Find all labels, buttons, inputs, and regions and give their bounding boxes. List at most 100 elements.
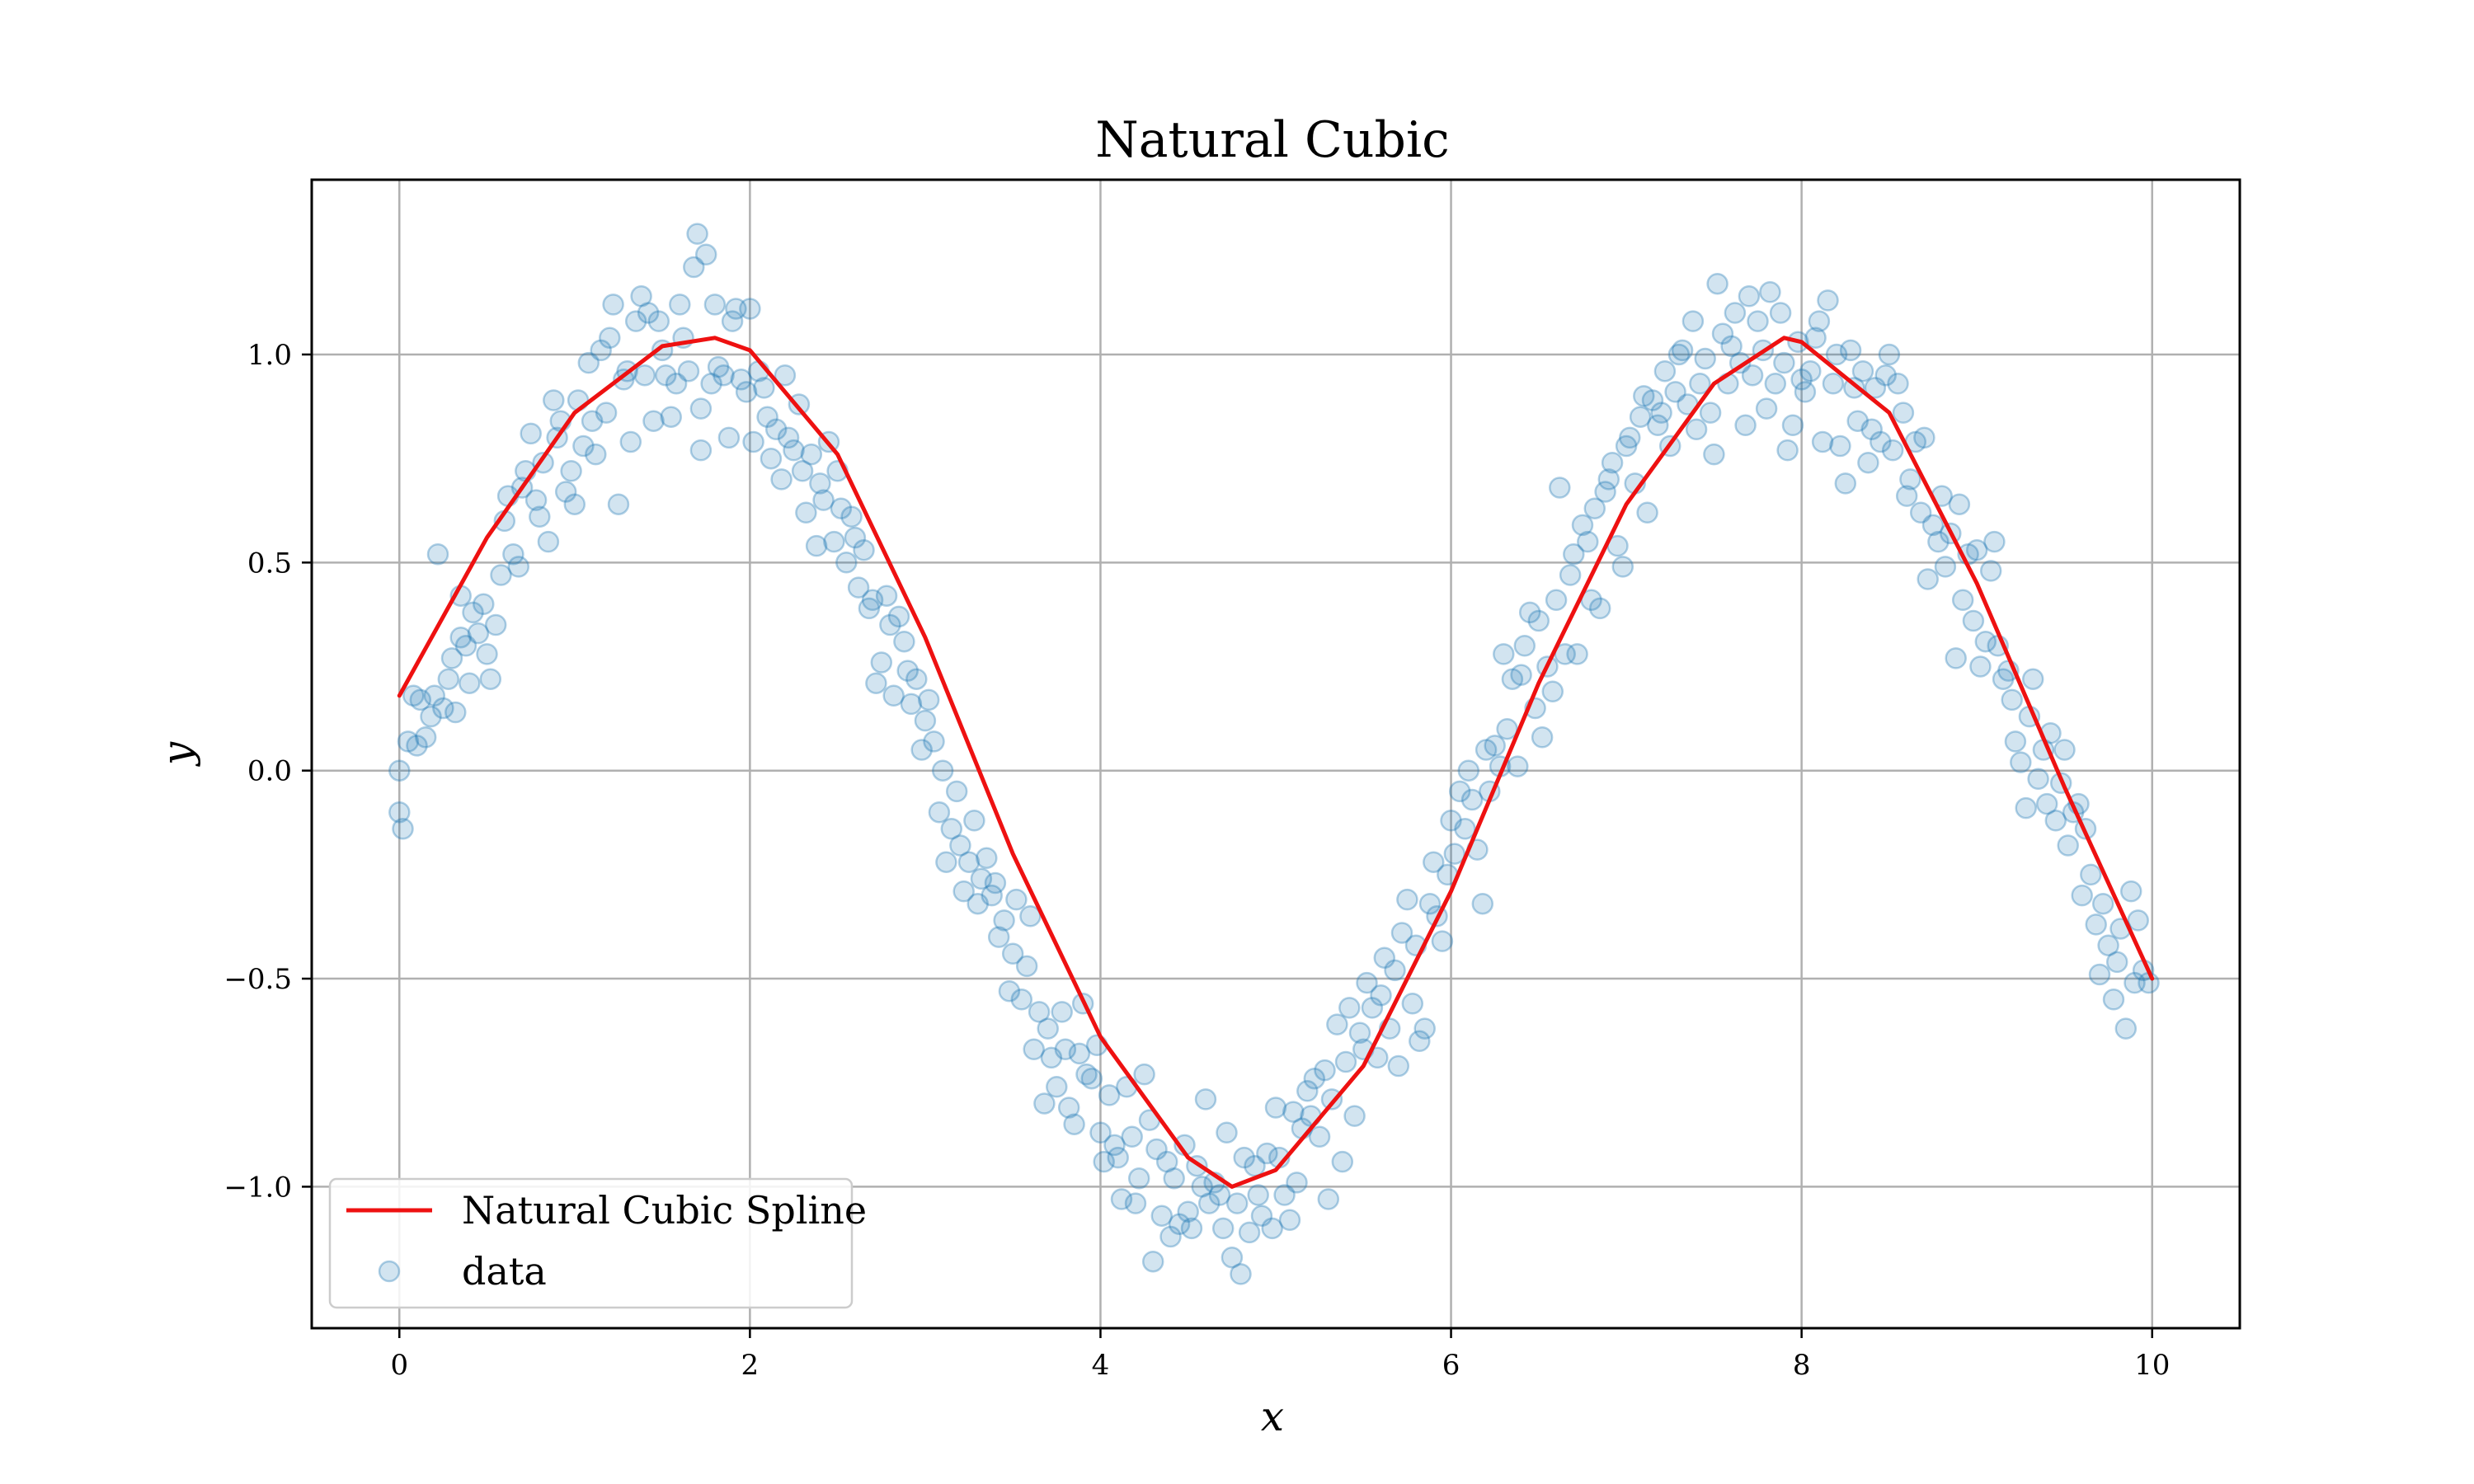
data-point (1759, 281, 1781, 303)
data-point (1334, 1050, 1357, 1073)
data-point (1273, 1184, 1296, 1206)
data-point (599, 326, 621, 350)
data-point (520, 422, 542, 445)
data-point (1776, 439, 1799, 462)
data-point (1927, 530, 1950, 553)
data-point (2119, 880, 2142, 903)
data-point (630, 285, 652, 308)
data-point (1348, 1021, 1371, 1044)
data-point (1559, 564, 1582, 586)
data-point (1699, 402, 1722, 424)
data-point (887, 605, 910, 628)
x-tick-label: 8 (1793, 1349, 1811, 1382)
data-point (970, 867, 993, 890)
data-point (1629, 406, 1652, 428)
data-point (700, 373, 722, 395)
data-point (1974, 630, 1997, 653)
data-point (1370, 984, 1392, 1007)
data-point (1671, 339, 1694, 362)
data-point (764, 418, 788, 441)
data-point (1133, 1063, 1155, 1086)
data-point (1899, 468, 1921, 491)
data-point (454, 635, 477, 657)
data-point (1566, 643, 1588, 665)
data-point (402, 684, 425, 707)
data-point (2091, 892, 2114, 915)
data-point (1773, 351, 1795, 374)
data-point (1054, 1038, 1077, 1061)
data-point (572, 434, 595, 458)
data-point (893, 630, 915, 653)
data-point (840, 505, 863, 528)
data-point (2085, 913, 2107, 936)
data-point (1409, 1030, 1431, 1053)
data-point (1594, 481, 1616, 503)
data-point (1110, 1188, 1133, 1210)
data-point (998, 979, 1021, 1003)
data-point (1010, 989, 1033, 1011)
x-tick-label: 4 (1092, 1349, 1110, 1382)
data-point (760, 447, 783, 470)
y-tick-label: −1.0 (223, 1171, 292, 1204)
data-point (703, 294, 727, 316)
data-point (1127, 1167, 1150, 1190)
data-point (1738, 285, 1761, 308)
data-series (388, 223, 2160, 1285)
data-point (1857, 451, 1879, 474)
data-point (1384, 959, 1406, 982)
data-point (861, 589, 884, 612)
data-point (1601, 451, 1624, 474)
data-point (742, 430, 764, 453)
data-point (1019, 905, 1042, 928)
data-point (1230, 1263, 1252, 1285)
data-point (1510, 664, 1532, 686)
data-point (1734, 414, 1757, 437)
legend-box (328, 1177, 854, 1309)
y-tick-label: 1.0 (247, 339, 292, 372)
data-point (1454, 818, 1476, 840)
data-point (647, 310, 670, 332)
data-point (2097, 934, 2119, 956)
x-axis-ticks: 0 2 4 6 8 10 (390, 1328, 2170, 1382)
data-point (957, 851, 981, 873)
data-point (1264, 1097, 1287, 1119)
data-point (1356, 971, 1378, 994)
data-point (1983, 530, 2006, 553)
data-point (931, 759, 954, 782)
data-point (713, 364, 735, 387)
data-point (406, 735, 428, 757)
data-point (1790, 369, 1813, 391)
data-point (1225, 1192, 1249, 1214)
data-point (1471, 892, 1494, 915)
data-point (1921, 514, 1945, 537)
data-point (1804, 326, 1827, 350)
data-point (1308, 1125, 1331, 1148)
data-point (1808, 310, 1831, 332)
data-point (1895, 485, 1918, 507)
x-axis-label: x (1261, 1392, 1284, 1440)
data-point (1475, 739, 1498, 761)
data-point (756, 406, 778, 428)
data-point (449, 626, 472, 649)
data-point (1303, 1067, 1326, 1090)
data-point (1390, 922, 1413, 944)
data-point (993, 909, 1015, 932)
data-point (665, 373, 688, 395)
data-point (812, 489, 835, 511)
data-point (1247, 1184, 1269, 1206)
y-tick-label: −0.5 (223, 963, 292, 996)
data-point (1282, 1101, 1305, 1123)
data-point (602, 294, 624, 316)
data-point (1689, 373, 1711, 395)
data-point (1396, 888, 1418, 911)
data-point (2071, 884, 2093, 907)
data-point (949, 834, 971, 857)
data-point (524, 489, 548, 511)
data-point (1507, 755, 1529, 777)
data-point (1962, 609, 1985, 632)
data-point (1934, 556, 1957, 578)
data-point (642, 410, 665, 432)
x-tick-label: 2 (741, 1349, 760, 1382)
data-point (388, 801, 411, 824)
